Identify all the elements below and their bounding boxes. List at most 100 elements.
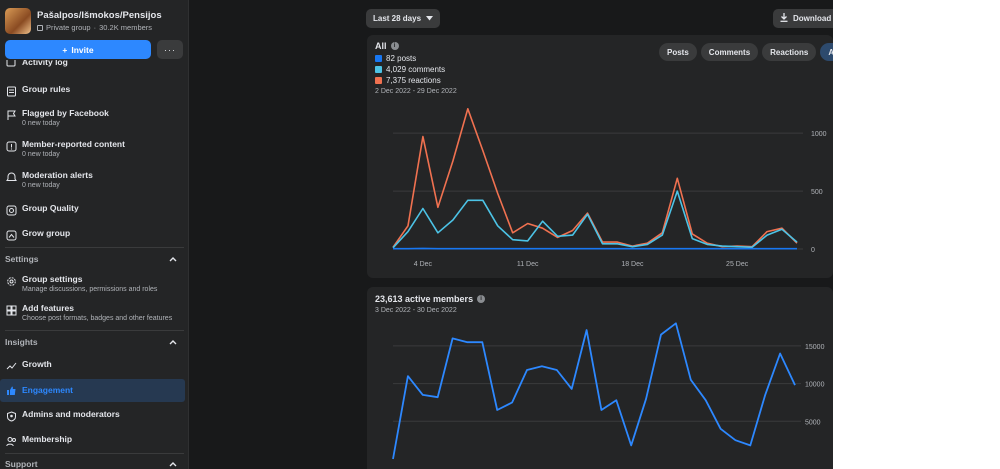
settings-section-header[interactable]: Settings	[0, 254, 188, 264]
rules-icon	[5, 85, 17, 97]
insights-header-label: Insights	[5, 337, 38, 347]
series-line-comments	[392, 190, 798, 249]
sidebar-item-sub: 0 new today	[22, 120, 60, 127]
sidebar-item-label: Group settings	[22, 274, 83, 284]
growth-chart-icon	[5, 360, 17, 372]
sidebar-item-label: Group rules	[22, 84, 71, 94]
info-icon[interactable]: i	[390, 42, 399, 50]
activity-log-icon	[5, 60, 17, 68]
date-range-label: Last 28 days	[373, 14, 422, 23]
invite-button[interactable]: + Invite	[5, 40, 151, 59]
y-tick-label: 15000	[805, 344, 825, 351]
sidebar-item-label: Membership	[22, 434, 73, 444]
sidebar-item-label: Moderation alerts	[22, 170, 93, 180]
date-range-caption: 2 Dec 2022 - 29 Dec 2022	[375, 88, 457, 95]
sidebar-item-sub: Choose post formats, badges and other fe…	[22, 315, 173, 322]
sidebar-item-sub: 0 new today	[22, 182, 60, 189]
chevron-up-icon	[169, 254, 177, 264]
sidebar-item-admins[interactable]: Admins and moderators	[0, 409, 188, 422]
thumbs-up-icon	[5, 385, 17, 397]
sidebar-item-group-quality[interactable]: Group Quality	[0, 203, 188, 216]
series-line-active-members	[392, 322, 796, 460]
legend-posts: 82 posts	[375, 53, 457, 64]
sidebar-item-group-rules[interactable]: Group rules	[0, 84, 188, 97]
y-tick-label: 5000	[805, 419, 821, 426]
group-meta: Private group · 30.2K members	[37, 23, 162, 32]
download-label: Download	[793, 14, 832, 23]
legend-reactions: 7,375 reactions	[375, 75, 457, 86]
y-tick-label: 500	[811, 189, 823, 196]
sidebar-item-flagged[interactable]: Flagged by Facebook 0 new today	[0, 108, 188, 129]
legend-swatch	[375, 55, 382, 62]
divider	[5, 330, 184, 331]
sidebar-item-label: Add features	[22, 303, 74, 313]
sidebar-item-add-features[interactable]: Add features Choose post formats, badges …	[0, 303, 188, 324]
sidebar-item-member-reported[interactable]: Member-reported content 0 new today	[0, 139, 188, 160]
settings-header-label: Settings	[5, 254, 39, 264]
sidebar-item-group-settings[interactable]: Group settings Manage discussions, permis…	[0, 274, 188, 295]
y-tick-label: 10000	[805, 382, 825, 389]
group-members: 30.2K members	[99, 23, 153, 32]
filter-comments[interactable]: Comments	[700, 43, 759, 61]
group-name: Pašalpos/Išmokos/Pensijos	[37, 10, 162, 21]
series-line-reactions	[392, 108, 798, 248]
more-options-button[interactable]: ···	[157, 40, 183, 59]
sidebar-item-sub: Manage discussions, permissions and role…	[22, 286, 158, 293]
group-privacy: Private group	[46, 23, 91, 32]
active-members-card: 23,613 active members i 3 Dec 2022 - 30 …	[367, 287, 833, 469]
card-title: All i	[375, 41, 457, 51]
x-tick-label: 18 Dec	[621, 261, 644, 268]
group-cover-thumbnail	[5, 8, 31, 34]
sidebar-item-label: Group Quality	[22, 203, 79, 213]
active-members-line-chart: 5000 10000 15000	[392, 322, 825, 460]
filter-posts[interactable]: Posts	[659, 43, 697, 61]
group-header[interactable]: Pašalpos/Išmokos/Pensijos Private group …	[0, 0, 188, 36]
grow-icon	[5, 229, 17, 241]
y-tick-label: 1000	[811, 131, 827, 138]
divider	[5, 453, 184, 454]
sidebar-item-moderation-alerts[interactable]: Moderation alerts 0 new today	[0, 170, 188, 191]
download-button[interactable]: Download	[773, 9, 833, 28]
shield-icon	[5, 410, 17, 422]
info-icon[interactable]: i	[477, 295, 486, 303]
insights-section-header[interactable]: Insights	[0, 337, 188, 347]
x-tick-label: 4 Dec	[414, 261, 433, 268]
chevron-up-icon	[169, 337, 177, 347]
filter-all[interactable]: All	[820, 43, 833, 61]
sidebar-item-label: Admins and moderators	[22, 409, 120, 419]
chevron-up-icon	[169, 459, 177, 469]
gear-icon	[5, 275, 17, 287]
sidebar-item-activity-log[interactable]: Activity log	[0, 60, 188, 68]
filter-reactions[interactable]: Reactions	[762, 43, 817, 61]
card-title-text: 23,613 active members	[375, 294, 474, 304]
meta-dot: ·	[93, 23, 97, 32]
quality-icon	[5, 204, 17, 216]
sidebar-item-engagement[interactable]: Engagement	[0, 379, 185, 402]
support-header-label: Support	[5, 459, 38, 469]
x-tick-label: 11 Dec	[517, 261, 539, 268]
lock-icon	[37, 24, 43, 31]
sidebar-item-label: Activity log	[22, 60, 68, 67]
caret-down-icon	[426, 14, 434, 23]
legend-swatch	[375, 66, 382, 73]
sidebar-item-membership[interactable]: Membership	[0, 434, 188, 447]
sidebar-item-growth[interactable]: Growth	[0, 359, 188, 372]
x-tick-label: 25 Dec	[726, 261, 749, 268]
sidebar-item-label: Flagged by Facebook	[22, 108, 109, 118]
invite-label: Invite	[71, 44, 94, 55]
sidebar-item-label: Member-reported content	[22, 139, 125, 149]
card-title: 23,613 active members i	[375, 294, 486, 304]
sidebar-item-label: Growth	[22, 359, 52, 369]
engagement-chart-card: All i 82 posts 4,029 comments 7,375 reac…	[367, 35, 833, 278]
plus-icon: +	[62, 44, 68, 55]
sidebar-item-grow-group[interactable]: Grow group	[0, 228, 188, 241]
support-section-header[interactable]: Support	[0, 459, 188, 469]
card-title-text: All	[375, 41, 387, 51]
legend-label: 4,029 comments	[386, 65, 446, 74]
date-range-dropdown[interactable]: Last 28 days	[366, 9, 441, 28]
legend-swatch	[375, 77, 382, 84]
report-icon	[5, 140, 17, 152]
people-icon	[5, 435, 17, 447]
features-icon	[5, 304, 17, 316]
admin-sidebar: Pašalpos/Išmokos/Pensijos Private group …	[0, 0, 189, 469]
